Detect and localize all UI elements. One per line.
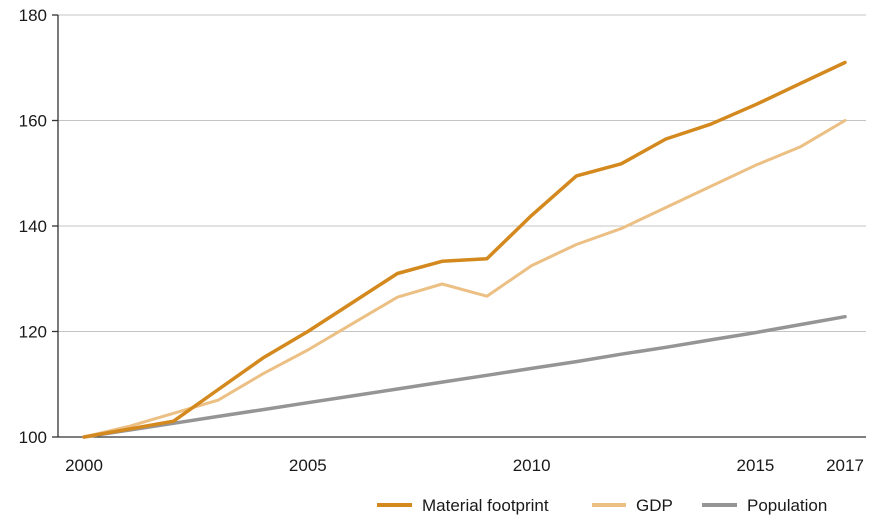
legend-label-population: Population [747,496,827,515]
x-tick-label: 2017 [826,456,864,475]
y-tick-label: 140 [19,217,47,236]
x-tick-label: 2005 [289,456,327,475]
y-tick-label: 160 [19,112,47,131]
x-axis-ticks: 2000 2005 2010 2015 2017 [65,456,864,475]
legend-label-gdp: GDP [636,496,673,515]
y-tick-label: 120 [19,323,47,342]
x-tick-label: 2000 [65,456,103,475]
y-tick-label: 180 [19,6,47,25]
gridlines [58,14,866,332]
series-line-population [82,314,847,439]
series-line-gdp [82,119,847,439]
legend: Material footprint GDP Population [377,496,827,515]
y-tick-label: 100 [19,428,47,447]
series-lines [82,60,847,439]
x-tick-label: 2010 [513,456,551,475]
x-tick-label: 2015 [737,456,775,475]
y-axis-ticks: 100 120 140 160 180 [19,6,58,447]
series-line-material-footprint [82,60,847,439]
legend-label-material-footprint: Material footprint [422,496,549,515]
